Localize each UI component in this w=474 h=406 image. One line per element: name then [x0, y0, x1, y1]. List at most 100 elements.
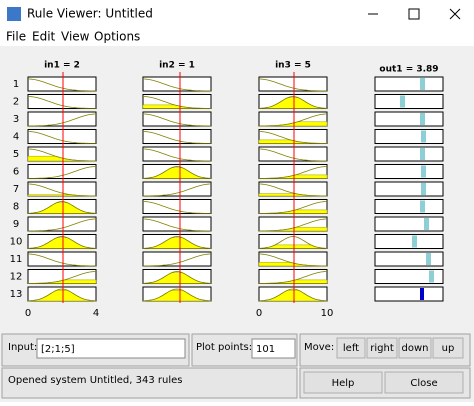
input-value: [2;1;5] — [41, 344, 75, 355]
mf-curve — [258, 166, 327, 179]
mf-curve — [143, 166, 211, 179]
mf-curve — [28, 131, 97, 144]
out-box — [374, 269, 444, 284]
mf-curve — [259, 78, 328, 92]
out-box — [374, 94, 444, 109]
title-bar — [0, 0, 474, 28]
out-bar — [412, 235, 417, 248]
mf-curve — [259, 183, 328, 197]
status-text: Opened system Untitled, 343 rules — [8, 375, 183, 386]
out-box — [374, 251, 444, 267]
move-button-label: left — [343, 343, 359, 354]
mf-curve — [143, 201, 212, 214]
out-bar — [420, 148, 425, 160]
mf-curve — [28, 236, 96, 249]
mf-curve — [28, 253, 97, 267]
axis-label: 0 — [25, 308, 31, 319]
mf-box — [142, 181, 212, 197]
mf-curve — [259, 131, 328, 144]
out-bar — [421, 130, 426, 143]
out-box — [374, 129, 444, 144]
mf-curve — [258, 271, 327, 284]
out-bar — [429, 270, 434, 283]
mf-curve — [143, 78, 212, 92]
out-bar — [420, 78, 425, 90]
mf-box — [142, 251, 212, 267]
mf-curve — [27, 166, 96, 179]
out-box — [374, 234, 444, 249]
menu-item[interactable]: Edit — [32, 30, 56, 44]
out-box — [374, 164, 444, 179]
help-button[interactable] — [303, 371, 383, 394]
mf-box — [27, 94, 97, 109]
input-field[interactable] — [36, 338, 186, 359]
mf-box — [142, 111, 212, 127]
axis-label: 10 — [321, 308, 334, 319]
mf-box — [27, 251, 97, 267]
mf-curve — [143, 236, 211, 249]
mf-curve — [258, 201, 327, 214]
plot-points-field[interactable] — [251, 338, 296, 359]
maximize-button[interactable] — [408, 8, 420, 20]
menu-bar — [0, 28, 474, 46]
column-header: in3 = 5 — [275, 61, 311, 71]
out-bar — [424, 218, 429, 230]
out-bar — [426, 253, 431, 265]
close-window-button[interactable] — [449, 8, 461, 20]
mf-box — [142, 129, 212, 144]
status-panel — [1, 367, 298, 399]
mf-curve — [28, 148, 97, 162]
mf-curve — [143, 113, 212, 127]
out-box — [374, 181, 444, 197]
out-aggregate — [420, 288, 424, 300]
help-button-label: Help — [332, 378, 355, 389]
close-button[interactable] — [384, 371, 464, 394]
mf-curve — [259, 96, 327, 109]
move-button[interactable] — [336, 337, 366, 359]
mf-box — [142, 216, 212, 232]
mf-curve — [27, 113, 96, 127]
move-button[interactable] — [366, 337, 398, 359]
mf-curve — [259, 148, 328, 162]
out-bar — [420, 113, 425, 125]
rule-number: 10 — [10, 237, 23, 248]
move-button-label: up — [442, 343, 455, 354]
move-button[interactable] — [398, 337, 432, 359]
menu-item[interactable]: Options — [94, 30, 140, 44]
mf-box — [27, 164, 97, 179]
out-box — [374, 146, 444, 162]
mf-curve — [28, 288, 96, 302]
menu-item[interactable]: File — [6, 30, 26, 44]
close-button-label: Close — [410, 378, 437, 389]
out-bar — [420, 200, 425, 213]
mf-curve — [28, 183, 97, 197]
mf-curve — [258, 113, 327, 127]
mf-curve — [143, 96, 212, 109]
mf-curve — [259, 288, 327, 302]
axis-label: 0 — [256, 308, 262, 319]
mf-box — [27, 181, 97, 197]
rule-number: 11 — [10, 254, 23, 265]
out-box — [374, 199, 444, 214]
menu-item[interactable]: View — [61, 30, 90, 44]
mf-curve — [143, 218, 212, 232]
rule-number: 6 — [13, 167, 19, 178]
axis-label: 4 — [93, 308, 99, 319]
rule-number: 8 — [13, 202, 19, 213]
mf-curve — [259, 236, 327, 249]
rule-number: 4 — [13, 132, 19, 143]
mf-curve — [142, 253, 211, 267]
move-button-label: down — [402, 343, 429, 354]
out-box — [374, 286, 444, 302]
out-box — [374, 111, 444, 127]
mf-curve — [142, 183, 211, 197]
mf-curve — [259, 253, 328, 267]
mf-box — [142, 76, 212, 92]
mf-curve — [258, 218, 327, 232]
mf-curve — [143, 271, 211, 284]
mf-curve — [143, 288, 211, 302]
move-button[interactable] — [432, 337, 464, 359]
move-label: Move: — [304, 342, 334, 353]
out-bar — [421, 165, 426, 178]
